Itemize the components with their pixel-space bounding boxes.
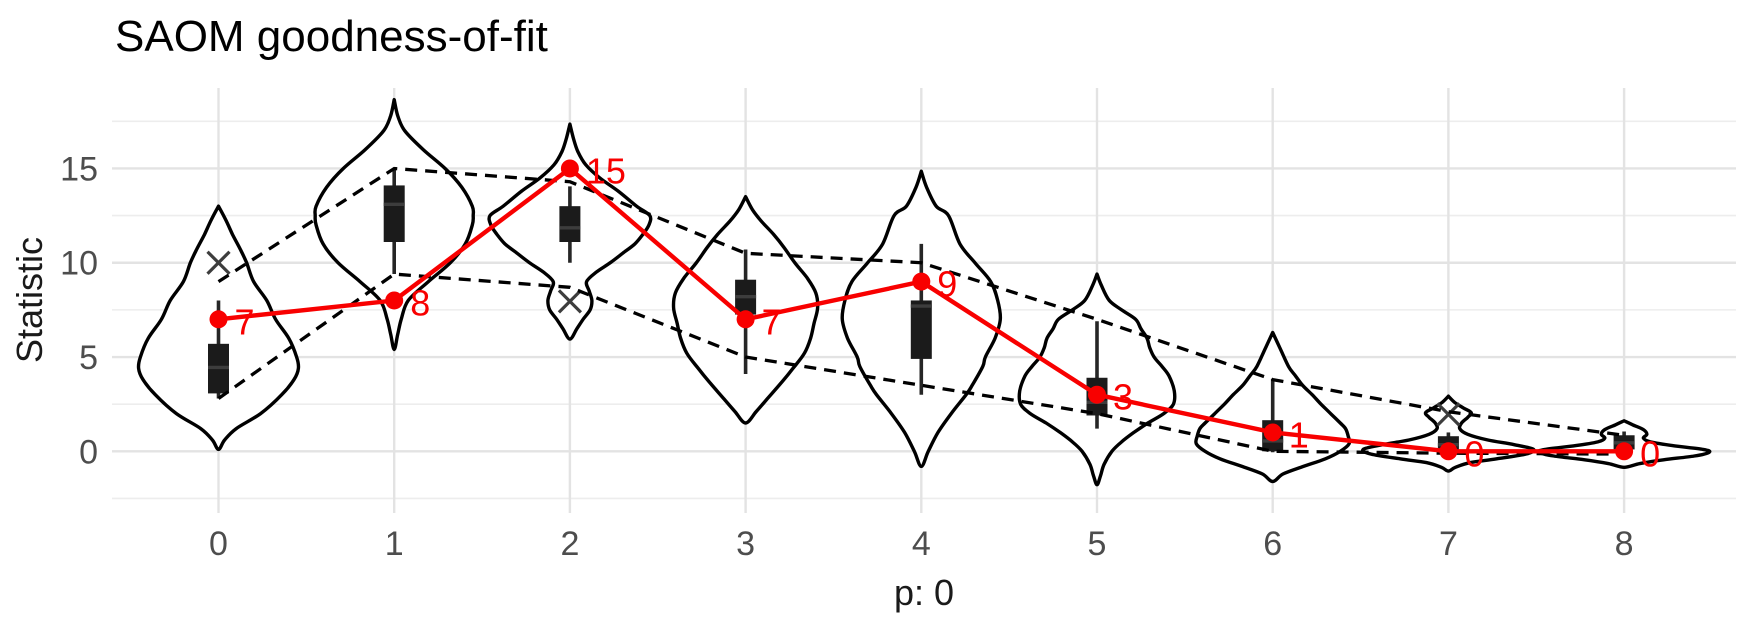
- observed-value-label: 7: [235, 301, 255, 342]
- y-axis-title: Statistic: [9, 236, 50, 364]
- observed-value-label: 0: [1464, 433, 1484, 474]
- observed-value-label: 7: [762, 301, 782, 342]
- observed-point: [736, 310, 755, 329]
- observed-point: [1615, 442, 1634, 461]
- x-tick-label: 0: [209, 525, 228, 563]
- observed-point: [560, 159, 579, 178]
- x-tick-label: 2: [560, 525, 579, 563]
- plot-title: SAOM goodness-of-fit: [115, 12, 548, 61]
- observed-value-label: 15: [586, 150, 626, 191]
- envelope-layer: [217, 166, 1625, 456]
- outlier-x-icon: [557, 289, 583, 314]
- y-tick-label: 0: [79, 433, 98, 471]
- violins-layer: [136, 97, 1712, 487]
- y-tick-label: 15: [60, 150, 98, 188]
- x-tick-label: 5: [1088, 525, 1107, 563]
- observed-value-label: 1: [1289, 414, 1309, 455]
- observed-point: [209, 310, 228, 329]
- observed-value-label: 3: [1113, 377, 1133, 418]
- box-rect: [383, 185, 405, 242]
- observed-value-label: 8: [410, 282, 430, 323]
- box-rect: [559, 206, 581, 242]
- x-tick-label: 3: [736, 525, 755, 563]
- observed-layer: 7 8 15 7 9 3 1 0 0: [209, 150, 1660, 474]
- observed-point: [1439, 442, 1458, 461]
- x-tick-label: 7: [1439, 525, 1458, 563]
- y-tick-label: 5: [79, 339, 98, 377]
- observed-point: [1088, 385, 1106, 404]
- x-tick-label: 8: [1615, 525, 1634, 563]
- box-rect: [910, 300, 932, 359]
- y-tick-label: 10: [60, 245, 98, 283]
- x-tick-label: 6: [1263, 525, 1282, 563]
- outlier-x-icon: [206, 250, 231, 275]
- x-tick-label: 4: [912, 525, 931, 563]
- x-axis-title: p: 0: [893, 572, 955, 613]
- x-tick-label: 1: [385, 525, 404, 563]
- observed-value-label: 9: [937, 264, 957, 305]
- observed-point: [385, 291, 404, 310]
- observed-value-label: 0: [1640, 433, 1660, 474]
- outlier-x-icon: [1436, 402, 1461, 427]
- envelope-upper-line: [217, 166, 1625, 437]
- observed-point: [912, 272, 931, 291]
- observed-point: [1263, 423, 1282, 442]
